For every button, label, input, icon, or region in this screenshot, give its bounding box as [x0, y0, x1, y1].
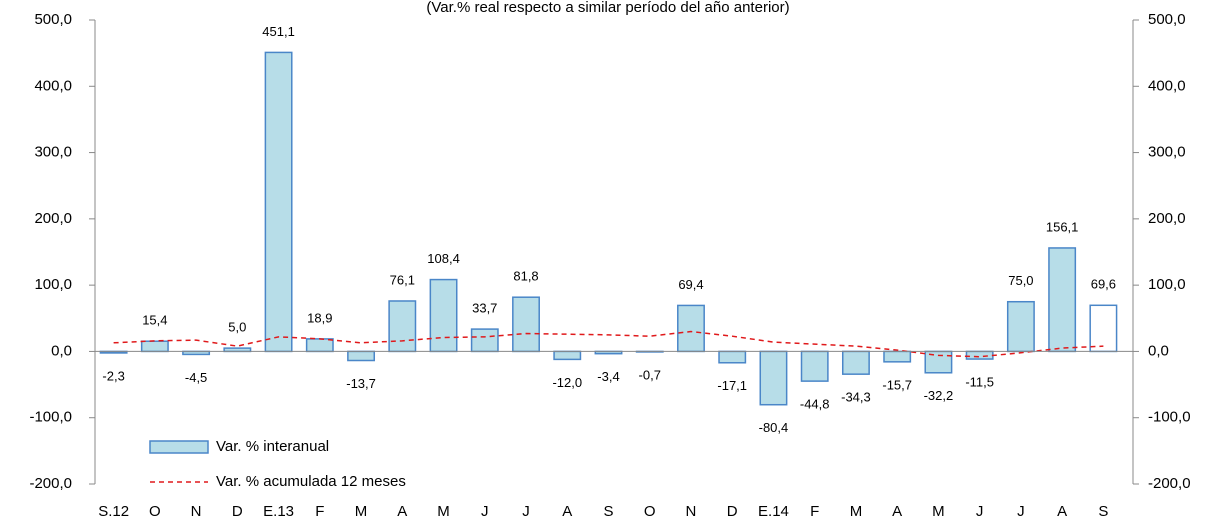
x-tick-label: M	[932, 503, 945, 520]
legend-swatch	[149, 440, 209, 454]
x-tick-label: F	[810, 503, 819, 520]
bar	[347, 350, 376, 362]
x-tick-label: M	[355, 503, 368, 520]
data-label: -11,5	[965, 374, 994, 389]
data-label: -13,7	[346, 376, 376, 391]
data-label: 451,1	[262, 24, 295, 39]
x-tick-label: O	[149, 503, 161, 520]
x-tick-label: S	[603, 503, 613, 520]
x-tick-label: D	[727, 503, 738, 520]
data-label: 75,0	[1008, 273, 1033, 288]
x-tick-label: M	[437, 503, 450, 520]
x-tick-label: S	[1098, 503, 1108, 520]
data-label: 15,4	[142, 313, 167, 328]
chart-subtitle: (Var.% real respecto a similar período d…	[426, 0, 789, 16]
y-tick-label: -100,0	[29, 409, 72, 426]
bar	[883, 350, 912, 363]
bar	[800, 350, 829, 382]
data-label: -17,1	[717, 378, 747, 393]
data-label: 108,4	[427, 251, 460, 266]
data-label: -15,7	[882, 377, 912, 392]
bar	[140, 340, 169, 353]
legend-label: Var. % acumulada 12 meses	[216, 473, 406, 490]
y-tick-label: 100,0	[34, 276, 72, 293]
x-tick-label: J	[1017, 503, 1025, 520]
data-label: -2,3	[102, 368, 124, 383]
bar	[1048, 247, 1077, 353]
bar	[388, 300, 417, 353]
y2-tick-label: 300,0	[1148, 144, 1186, 161]
y-tick-label: 0,0	[51, 342, 72, 359]
y2-tick-label: 200,0	[1148, 210, 1186, 227]
data-label: -12,0	[552, 375, 582, 390]
bar	[264, 51, 293, 353]
data-label: -32,2	[924, 388, 954, 403]
y-tick-label: 500,0	[34, 11, 72, 28]
x-tick-label: A	[892, 503, 902, 520]
data-label: 33,7	[472, 301, 497, 316]
bar	[470, 328, 499, 353]
bar	[965, 350, 994, 360]
data-label: 69,6	[1091, 277, 1116, 292]
data-label: -0,7	[639, 367, 661, 382]
data-label: 18,9	[307, 310, 332, 325]
line	[113, 330, 1104, 358]
data-label: 156,1	[1046, 219, 1079, 234]
x-tick-label: J	[976, 503, 984, 520]
data-label: -4,5	[185, 370, 207, 385]
bar	[841, 350, 870, 375]
x-tick-label: E.14	[758, 503, 789, 520]
bar	[677, 304, 705, 353]
x-tick-label: N	[686, 503, 697, 520]
data-label: -3,4	[597, 369, 619, 384]
y-tick-label: 200,0	[34, 210, 72, 227]
data-label: 5,0	[228, 320, 246, 335]
data-label: 81,8	[513, 269, 538, 284]
y2-tick-label: 400,0	[1148, 77, 1186, 94]
bar	[553, 350, 582, 361]
x-tick-label: S.12	[98, 503, 129, 520]
data-label: -44,8	[800, 397, 830, 412]
data-label: -80,4	[759, 420, 789, 435]
x-tick-label: J	[481, 503, 489, 520]
bar	[1006, 300, 1035, 353]
bar	[759, 350, 788, 406]
y2-tick-label: -200,0	[1148, 475, 1191, 492]
x-tick-label: A	[562, 503, 572, 520]
x-tick-label: O	[644, 503, 656, 520]
x-tick-label: D	[232, 503, 243, 520]
x-tick-label: J	[522, 503, 530, 520]
bar	[305, 338, 334, 353]
y-tick-label: -200,0	[29, 475, 72, 492]
x-tick-label: M	[850, 503, 863, 520]
x-tick-label: A	[397, 503, 407, 520]
y2-tick-label: 100,0	[1148, 276, 1186, 293]
y-tick-label: 300,0	[34, 144, 72, 161]
bar	[718, 350, 747, 364]
bar	[429, 278, 458, 353]
y2-tick-label: 500,0	[1148, 11, 1186, 28]
y2-tick-label: 0,0	[1148, 342, 1169, 359]
bar	[1089, 304, 1118, 353]
legend-label: Var. % interanual	[216, 438, 329, 455]
data-label: 76,1	[390, 272, 415, 287]
x-tick-label: A	[1057, 503, 1067, 520]
x-tick-label: E.13	[263, 503, 294, 520]
y-tick-label: 400,0	[34, 77, 72, 94]
data-label: -34,3	[841, 390, 871, 405]
bar	[512, 296, 540, 353]
y2-tick-label: -100,0	[1148, 409, 1191, 426]
x-tick-label: N	[191, 503, 202, 520]
x-tick-label: F	[315, 503, 324, 520]
data-label: 69,4	[678, 277, 703, 292]
